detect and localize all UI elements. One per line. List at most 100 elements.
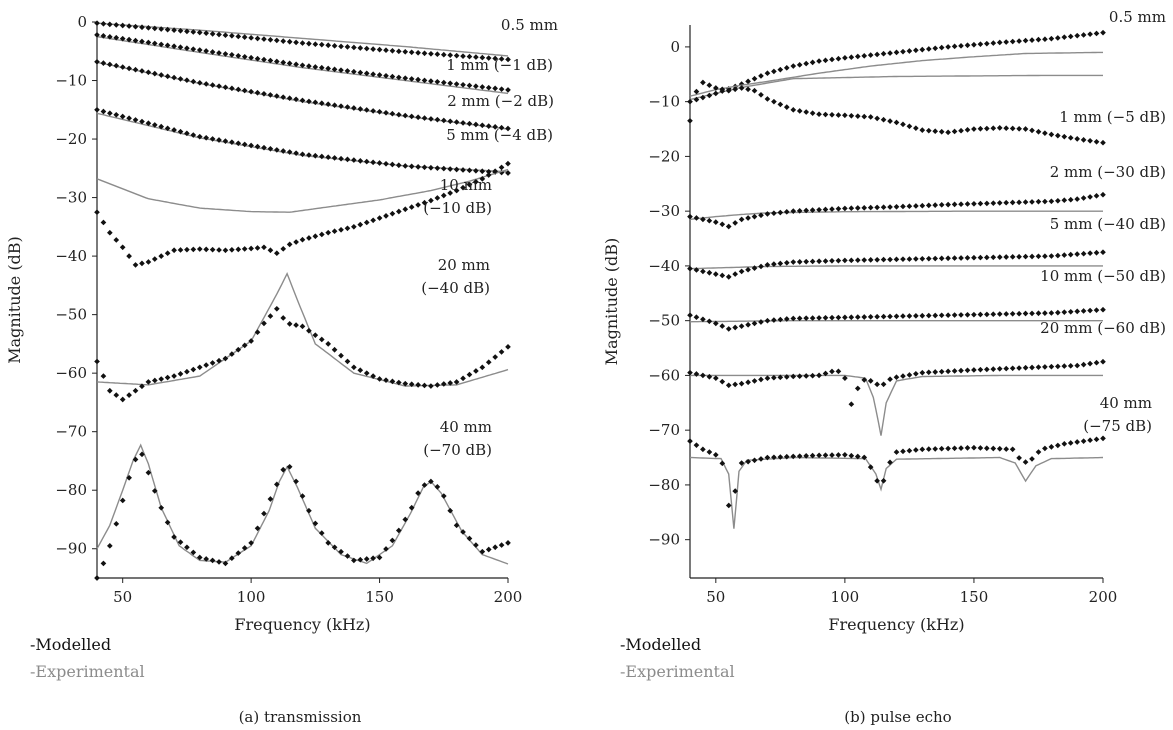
modelled-point bbox=[977, 311, 984, 318]
modelled-point bbox=[951, 255, 958, 261]
modelled-point bbox=[848, 257, 855, 264]
modelled-point bbox=[203, 362, 210, 368]
modelled-point bbox=[893, 256, 900, 263]
modelled-point bbox=[861, 314, 868, 320]
modelled-point bbox=[273, 305, 280, 312]
modelled-point bbox=[318, 100, 325, 107]
modelled-point bbox=[906, 372, 913, 378]
modelled-point bbox=[809, 59, 816, 66]
modelled-point bbox=[919, 446, 926, 453]
modelled-point bbox=[106, 387, 113, 394]
curve-6: 20 mm (−40 dB) bbox=[94, 256, 511, 403]
modelled-point bbox=[280, 245, 287, 252]
modelled-point bbox=[158, 253, 165, 259]
modelled-point bbox=[498, 124, 505, 131]
modelled-point bbox=[829, 368, 835, 375]
modelled-point bbox=[421, 482, 428, 488]
modelled-point bbox=[803, 258, 810, 265]
modelled-point bbox=[964, 254, 971, 261]
modelled-point bbox=[687, 312, 693, 319]
modelled-point bbox=[880, 256, 887, 263]
modelled-point bbox=[1029, 199, 1035, 205]
modelled-point bbox=[164, 374, 171, 381]
modelled-point bbox=[938, 368, 945, 375]
x-tick-label: 50 bbox=[113, 588, 132, 606]
modelled-point bbox=[1048, 131, 1055, 138]
modelled-point bbox=[1009, 38, 1016, 45]
modelled-point bbox=[498, 542, 505, 548]
modelled-point bbox=[809, 315, 816, 321]
modelled-point bbox=[370, 159, 376, 166]
modelled-point bbox=[1100, 139, 1106, 146]
modelled-point bbox=[880, 381, 887, 388]
modelled-point bbox=[848, 452, 855, 459]
experimental-line bbox=[689, 210, 1103, 221]
modelled-point bbox=[338, 103, 344, 109]
modelled-point bbox=[900, 373, 906, 379]
modelled-point bbox=[1022, 199, 1029, 205]
modelled-point bbox=[421, 164, 428, 171]
legend: -Modelled -Experimental bbox=[30, 635, 145, 681]
modelled-point bbox=[713, 375, 719, 382]
modelled-point bbox=[376, 160, 383, 166]
modelled-point bbox=[184, 77, 190, 84]
modelled-point bbox=[829, 206, 835, 212]
modelled-point bbox=[945, 368, 951, 375]
modelled-point bbox=[267, 145, 274, 152]
modelled-point bbox=[764, 262, 771, 268]
modelled-point bbox=[325, 341, 332, 347]
curve-label-line: 10 mm bbox=[440, 176, 492, 194]
modelled-point bbox=[803, 109, 810, 115]
modelled-point bbox=[848, 205, 855, 212]
modelled-point bbox=[693, 371, 700, 377]
modelled-point bbox=[809, 372, 816, 379]
modelled-point bbox=[184, 246, 190, 253]
modelled-point bbox=[687, 369, 693, 376]
modelled-point bbox=[1022, 459, 1029, 465]
modelled-point bbox=[357, 158, 364, 164]
modelled-point bbox=[177, 247, 184, 253]
modelled-point bbox=[190, 246, 197, 253]
modelled-point bbox=[835, 314, 842, 321]
modelled-point bbox=[842, 55, 848, 61]
modelled-point bbox=[725, 274, 732, 280]
modelled-point bbox=[913, 313, 919, 319]
modelled-point bbox=[738, 216, 745, 223]
modelled-point bbox=[796, 373, 803, 380]
modelled-point bbox=[229, 351, 235, 357]
modelled-point bbox=[861, 257, 868, 263]
y-axis-title: Magnitude (dB) bbox=[5, 236, 24, 364]
modelled-point bbox=[119, 113, 126, 120]
modelled-point bbox=[822, 111, 829, 118]
modelled-point bbox=[745, 321, 751, 328]
modelled-point bbox=[357, 106, 364, 112]
modelled-point bbox=[216, 559, 222, 565]
modelled-point bbox=[338, 352, 344, 359]
modelled-point bbox=[460, 375, 466, 382]
modelled-point bbox=[1055, 442, 1061, 449]
modelled-point bbox=[764, 375, 771, 382]
modelled-point bbox=[473, 542, 479, 548]
modelled-point bbox=[835, 205, 842, 212]
modelled-point bbox=[732, 220, 738, 226]
modelled-point bbox=[700, 216, 706, 223]
modelled-point bbox=[100, 108, 107, 115]
modelled-point bbox=[1003, 199, 1010, 206]
modelled-point bbox=[1029, 127, 1035, 134]
modelled-point bbox=[376, 554, 383, 561]
modelled-point bbox=[1022, 37, 1029, 44]
x-tick-label: 50 bbox=[706, 588, 725, 606]
modelled-point bbox=[790, 63, 797, 69]
modelled-point bbox=[505, 160, 511, 167]
modelled-point bbox=[732, 271, 738, 277]
modelled-point bbox=[505, 56, 511, 63]
modelled-point bbox=[177, 371, 184, 377]
curve-label-line: (−75 dB) bbox=[1083, 417, 1152, 435]
modelled-point bbox=[126, 65, 132, 72]
modelled-point bbox=[184, 28, 190, 35]
modelled-point bbox=[1061, 34, 1068, 41]
modelled-point bbox=[977, 254, 984, 261]
curve-label: 0.5 mm bbox=[501, 16, 558, 34]
modelled-point bbox=[447, 166, 453, 172]
modelled-point bbox=[196, 47, 203, 53]
